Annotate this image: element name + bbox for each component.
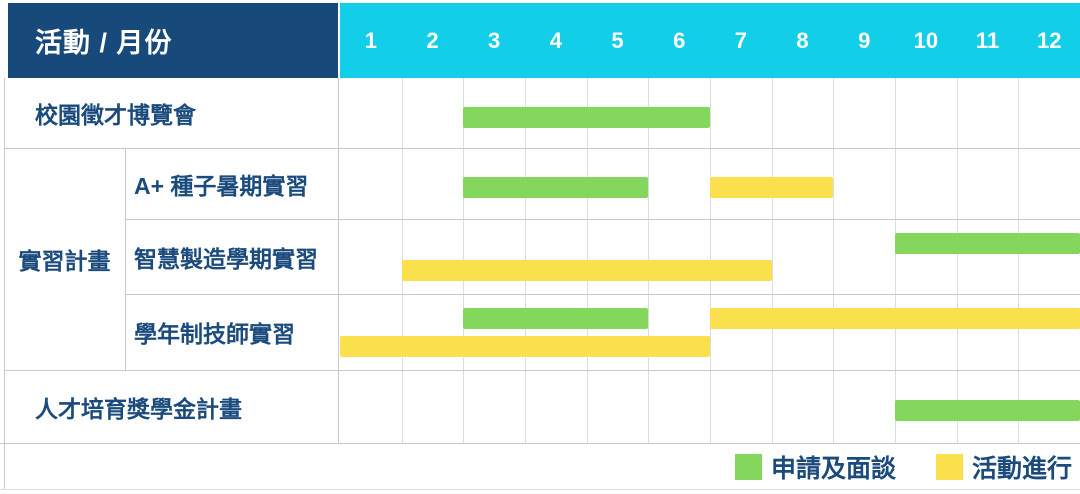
gantt-bar-green [895, 400, 1080, 421]
month-header-4: 4 [549, 27, 562, 53]
activity-label: A+ 種子暑期實習 [134, 172, 309, 199]
row-border-3 [125, 294, 1080, 295]
month-header-5: 5 [611, 27, 624, 53]
gantt-bar-green [895, 233, 1080, 254]
month-header-7: 7 [734, 27, 747, 53]
row-border-4 [4, 370, 1080, 371]
gantt-bar-yellow [710, 308, 1080, 329]
month-gridline [895, 78, 896, 443]
month-header-row: 1 2 3 4 5 6 7 8 9 10 11 12 [340, 3, 1080, 78]
gantt-bar-green [463, 177, 649, 198]
legend-item: 申請及面談 [734, 449, 896, 485]
month-header-10: 10 [913, 27, 939, 53]
month-header-9: 9 [858, 27, 871, 53]
row-border-2 [125, 219, 1080, 220]
month-header-3: 3 [488, 27, 501, 53]
activity-label: 智慧製造學期實習 [134, 245, 318, 272]
month-header-2: 2 [426, 27, 439, 53]
legend: 申請及面談 活動進行 [0, 443, 1080, 490]
outer-bottom-border [0, 489, 1080, 490]
gantt-bar-yellow [340, 336, 710, 357]
gantt-bar-yellow [401, 260, 772, 281]
month-header-8: 8 [796, 27, 809, 53]
legend-green-swatch [734, 453, 762, 480]
month-gridline [956, 78, 958, 443]
gantt-bar-yellow [710, 177, 834, 198]
activity-label: 學年制技師實習 [134, 321, 295, 347]
legend-yellow-label: 活動進行 [971, 454, 1072, 483]
legend-green-label: 申請及面談 [770, 454, 896, 483]
activity-label: 人才培育獎學金計畫 [35, 395, 242, 422]
gantt-bar-green [463, 106, 710, 128]
group-label: 實習計畫 [18, 248, 111, 274]
month-header-11: 11 [975, 27, 1000, 53]
chart-bottom-border [0, 443, 1080, 444]
header-activity-month-cell: 活動 / 月份 [8, 3, 338, 78]
gantt-bar-green [463, 308, 649, 329]
month-header-6: 6 [673, 27, 686, 53]
month-gridline [833, 78, 835, 443]
month-header-12: 12 [1036, 27, 1062, 53]
month-gridline [1018, 78, 1020, 443]
legend-item: 活動進行 [935, 449, 1072, 485]
group-column-border [125, 148, 126, 370]
legend-yellow-swatch [935, 453, 963, 480]
month-gridline [771, 78, 773, 443]
row-border-1 [4, 148, 1080, 149]
label-column-border [338, 78, 339, 443]
activity-label: 校園徵才博覽會 [35, 102, 196, 128]
month-header-1: 1 [364, 27, 377, 53]
outer-left-border [4, 78, 5, 490]
